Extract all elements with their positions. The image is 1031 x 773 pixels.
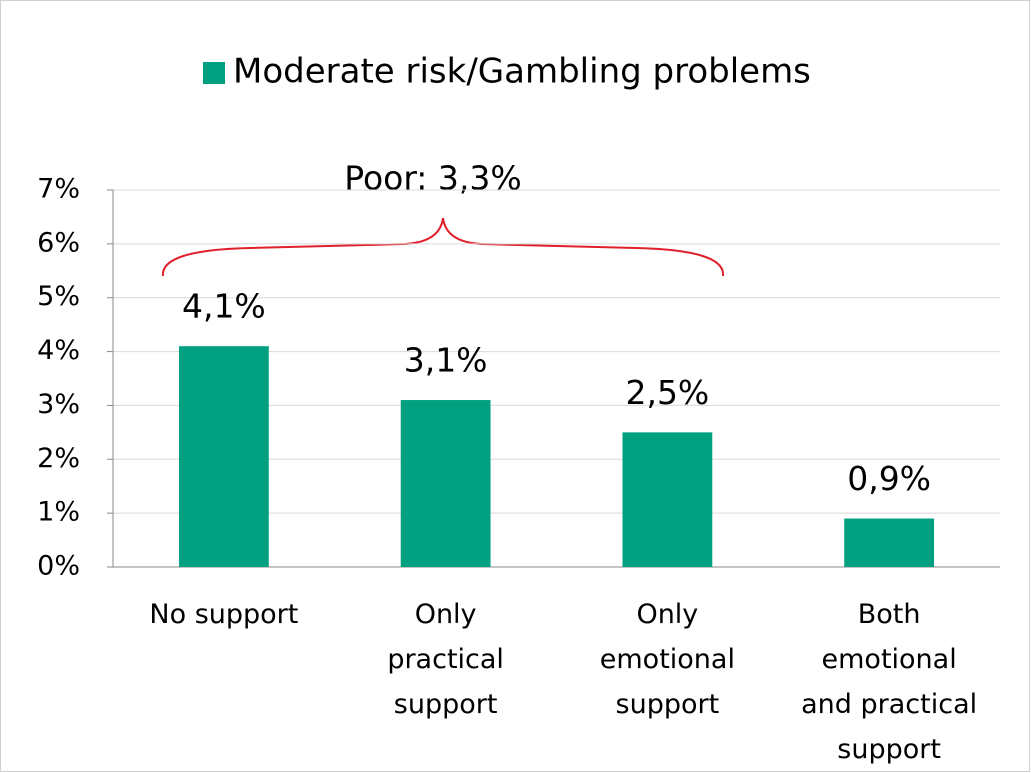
legend-label: Moderate risk/Gambling problems bbox=[233, 52, 811, 92]
y-tick-label: 7% bbox=[37, 174, 80, 205]
y-tick-label: 0% bbox=[37, 551, 80, 582]
x-tick-label: Only emotional support bbox=[600, 599, 735, 720]
x-tick-label: Both emotional and practical support bbox=[801, 599, 977, 765]
value-label: 4,1% bbox=[182, 287, 266, 326]
bar bbox=[844, 518, 935, 567]
legend-swatch bbox=[203, 62, 225, 84]
value-label: 2,5% bbox=[625, 373, 709, 412]
y-tick-label: 1% bbox=[37, 497, 80, 528]
x-tick-label: No support bbox=[149, 599, 298, 630]
annotation: Poor: 3,3% bbox=[344, 159, 522, 198]
y-tick-label: 2% bbox=[37, 443, 80, 474]
x-tick-label: Only practical support bbox=[387, 599, 504, 720]
value-label: 0,9% bbox=[847, 459, 931, 498]
brace bbox=[161, 217, 725, 277]
y-tick-label: 5% bbox=[37, 281, 80, 312]
value-label: 3,1% bbox=[404, 341, 488, 380]
bar bbox=[400, 400, 491, 567]
bar bbox=[622, 432, 713, 567]
y-tick-label: 6% bbox=[37, 227, 80, 258]
bar bbox=[178, 346, 269, 567]
y-tick-label: 4% bbox=[37, 335, 80, 366]
y-tick-label: 3% bbox=[37, 389, 80, 420]
